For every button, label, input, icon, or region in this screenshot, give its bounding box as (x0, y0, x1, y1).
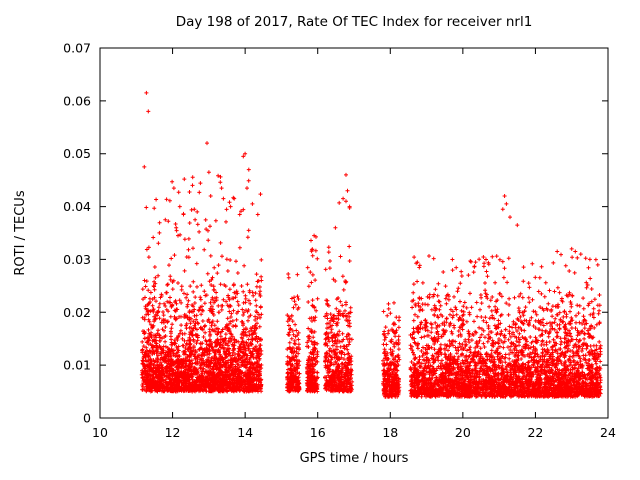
x-tick-label: 16 (310, 425, 326, 440)
x-tick-label: 10 (92, 425, 108, 440)
y-tick-label: 0.04 (63, 199, 91, 214)
x-tick-label: 12 (165, 425, 181, 440)
axis-tick-labels: 10 12 14 16 18 20 22 24 0 0.01 0.02 0.03 0.04 0.05 0.0… (63, 41, 616, 441)
y-tick-label: 0.07 (63, 41, 91, 56)
chart-title: Day 198 of 2017, Rate Of TEC Index for r… (176, 14, 533, 30)
x-axis-label: GPS time / hours (300, 451, 409, 466)
y-tick-label: 0.03 (63, 252, 91, 267)
data-points (139, 90, 603, 399)
plot-area (99, 47, 609, 419)
y-axis-label: ROTI / TECUs (13, 190, 28, 275)
y-tick-label: 0.06 (63, 93, 91, 108)
x-tick-label: 18 (382, 425, 398, 440)
y-tick-label: 0.05 (63, 146, 91, 161)
axis-ticks (99, 47, 609, 419)
x-tick-label: 22 (527, 425, 543, 440)
y-tick-label: 0.01 (63, 358, 91, 373)
x-tick-label: 20 (455, 425, 471, 440)
y-tick-label: 0 (83, 411, 91, 426)
y-tick-label: 0.02 (63, 305, 91, 320)
x-tick-label: 14 (237, 425, 253, 440)
x-tick-label: 24 (600, 425, 616, 440)
